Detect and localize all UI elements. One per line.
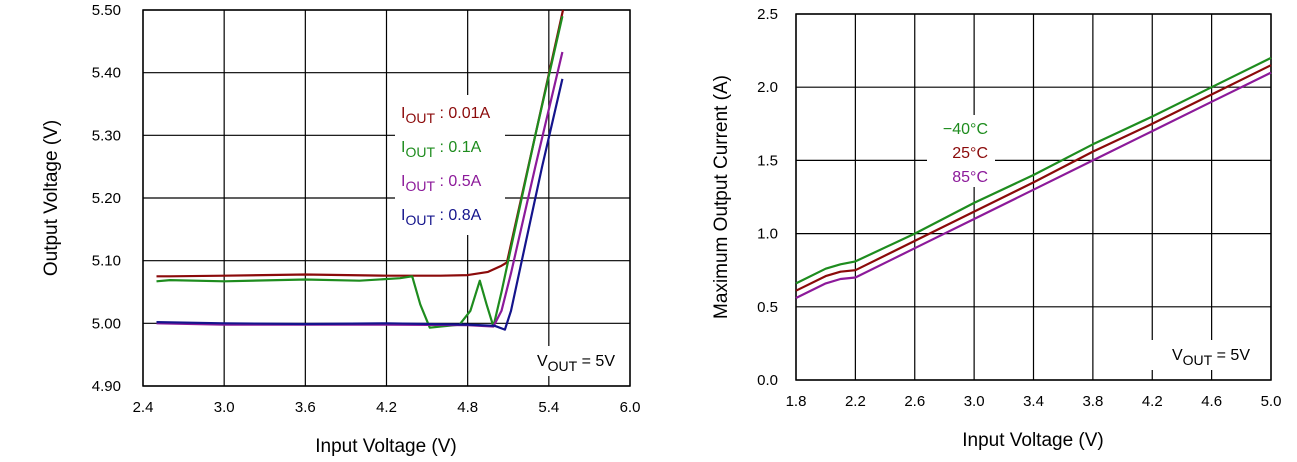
x-tick-label: 3.4 (1023, 393, 1044, 410)
x-tick-label: 6.0 (620, 399, 641, 416)
vout-annotation-sub: OUT (548, 358, 578, 374)
x-tick-label: 3.6 (295, 399, 316, 416)
y-tick-label: 5.40 (92, 65, 121, 82)
legend-entry-0: IOUT : 0.01A (401, 105, 490, 126)
legend-entry-1-sub: OUT (405, 144, 435, 160)
legend-background (395, 95, 505, 235)
x-tick-label: 1.8 (786, 393, 807, 410)
vout-annotation-sub: OUT (1183, 352, 1213, 368)
x-tick-label: 2.2 (845, 393, 866, 410)
series-line-1 (795, 64, 1272, 292)
series-line-1 (156, 16, 564, 329)
vout-annotation: VOUT = 5V (537, 353, 615, 374)
y-tick-label: 1.0 (757, 226, 778, 243)
output-voltage-chart: 2.4 3.0 3.6 4.2 4.8 5.4 6.0 4.90 5.00 5.10 5.20 5.3… (41, 2, 640, 457)
x-tick-label: 3.0 (964, 393, 985, 410)
legend-background (927, 115, 995, 187)
x-tick-label: 4.8 (457, 399, 478, 416)
x-tick-label: 2.4 (133, 399, 154, 416)
series-line-2 (795, 71, 1272, 299)
x-tick-label: 4.2 (376, 399, 397, 416)
x-tick-label: 3.8 (1082, 393, 1103, 410)
y-tick-label: 5.10 (92, 253, 121, 270)
vout-annotation-main: V (1172, 347, 1183, 364)
legend-entry-2-sub: OUT (405, 178, 435, 194)
annotation-background (1135, 340, 1260, 370)
series-line-0 (795, 56, 1272, 285)
legend-entry-1-main: I (401, 139, 405, 156)
y-tick-label: 2.0 (757, 79, 778, 96)
vout-annotation-main: V (537, 353, 548, 370)
legend-entry-1-rest: : 0.1A (435, 139, 482, 156)
legend-entry-2-main: I (401, 173, 405, 190)
x-axis-label: Input Voltage (V) (315, 436, 457, 457)
vout-annotation-rest: = 5V (1212, 347, 1250, 364)
y-tick-label: 5.00 (92, 315, 121, 332)
y-axis-label: Output Voltage (V) (41, 120, 62, 276)
x-tick-label: 3.0 (214, 399, 235, 416)
max-output-current-chart: 1.8 2.2 2.6 3.0 3.4 3.8 4.2 4.6 5.0 0.0 0.5 1.0 1.5 2… (711, 6, 1281, 451)
plot-frame (142, 9, 631, 387)
legend-entry-2: 85°C (952, 169, 988, 186)
y-tick-label: 5.20 (92, 190, 121, 207)
annotation-background (500, 346, 625, 376)
x-tick-label: 4.6 (1201, 393, 1222, 410)
legend-entry-3-sub: OUT (405, 212, 435, 228)
legend-entry-3: IOUT : 0.8A (401, 207, 482, 228)
x-axis-label: Input Voltage (V) (962, 430, 1104, 451)
y-tick-label: 0.5 (757, 299, 778, 316)
plot-frame (795, 13, 1272, 381)
legend-entry-0-sub: OUT (405, 110, 435, 126)
y-tick-label: 2.5 (757, 6, 778, 23)
x-tick-label: 2.6 (904, 393, 925, 410)
legend-entry-2-rest: : 0.5A (435, 173, 482, 190)
y-tick-label: 4.90 (92, 378, 121, 395)
y-tick-label: 5.50 (92, 2, 121, 19)
y-tick-label: 0.0 (757, 372, 778, 389)
legend-entry-0-rest: : 0.01A (435, 105, 490, 122)
legend-entry-1: 25°C (952, 145, 988, 162)
legend-entry-3-rest: : 0.8A (435, 207, 482, 224)
series-line-3 (156, 78, 564, 331)
y-tick-label: 1.5 (757, 152, 778, 169)
legend-entry-3-main: I (401, 207, 405, 224)
legend-entry-0-main: I (401, 105, 405, 122)
x-tick-label: 4.2 (1142, 393, 1163, 410)
vout-annotation: VOUT = 5V (1172, 347, 1250, 368)
legend-entry-0: −40°C (943, 121, 988, 138)
x-tick-label: 5.4 (538, 399, 559, 416)
y-tick-label: 5.30 (92, 127, 121, 144)
y-axis-label: Maximum Output Current (A) (711, 75, 732, 319)
x-tick-label: 5.0 (1261, 393, 1282, 410)
vout-annotation-rest: = 5V (577, 353, 615, 370)
legend-entry-1: IOUT : 0.1A (401, 139, 482, 160)
legend-entry-2: IOUT : 0.5A (401, 173, 482, 194)
